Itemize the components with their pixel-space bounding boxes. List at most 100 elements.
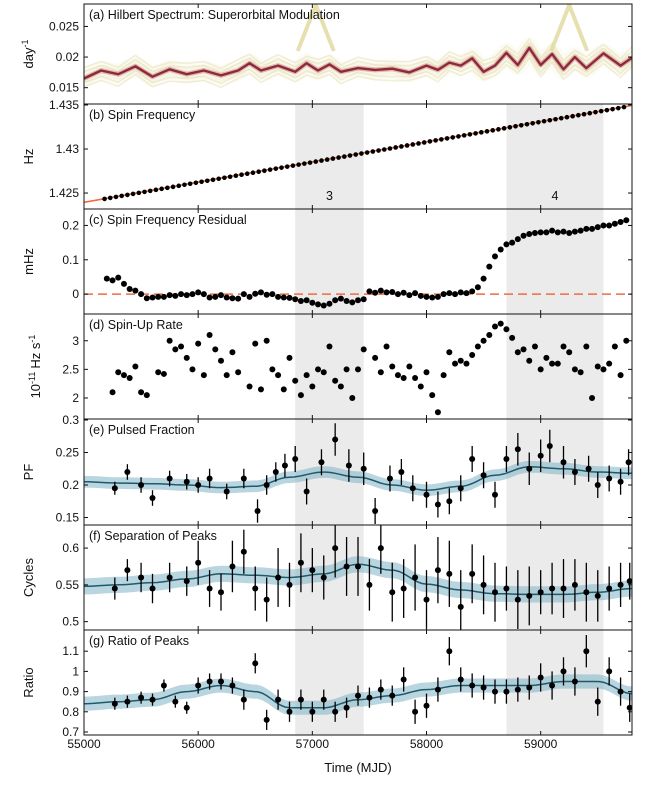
data-point — [206, 475, 213, 482]
spinup-point — [212, 346, 219, 353]
data-point — [617, 581, 624, 588]
spinup-point — [160, 370, 167, 377]
data-point — [355, 692, 361, 699]
data-point — [332, 545, 339, 552]
data-point — [377, 545, 384, 552]
spinup-point — [440, 372, 447, 379]
frequency-point — [404, 143, 410, 148]
panel-e — [84, 423, 632, 524]
frequency-point — [107, 195, 113, 201]
hilbert-ridge — [84, 46, 632, 80]
frequency-point — [473, 131, 478, 136]
spinup-point — [229, 349, 236, 356]
data-point — [320, 574, 327, 581]
spinup-point — [297, 392, 304, 399]
residual-point — [155, 293, 162, 300]
data-point — [240, 696, 247, 703]
data-point — [372, 508, 379, 514]
frequency-point — [165, 185, 170, 191]
residual-point — [189, 291, 196, 298]
frequency-point — [616, 105, 621, 111]
spinup-point — [286, 354, 293, 361]
data-point — [537, 589, 544, 596]
spinup-point — [200, 372, 207, 379]
spinup-point — [195, 340, 202, 347]
residual-point — [492, 253, 498, 260]
frequency-point — [176, 183, 182, 189]
data-point — [263, 716, 270, 723]
residual-point — [315, 301, 322, 308]
data-point — [389, 692, 396, 699]
data-point — [446, 648, 453, 655]
spinup-point — [566, 349, 573, 356]
frequency-point — [479, 130, 484, 135]
residual-point — [143, 295, 150, 302]
residual-point — [275, 293, 282, 300]
frequency-point — [433, 138, 438, 143]
frequency-point — [496, 127, 501, 132]
data-point — [263, 596, 270, 603]
data-point — [377, 686, 384, 693]
data-point — [583, 648, 590, 655]
spinup-point — [600, 366, 607, 373]
data-point — [166, 574, 173, 581]
frequency-point — [370, 149, 376, 154]
data-point — [218, 678, 224, 685]
spinup-point — [583, 343, 590, 350]
spinup-point — [560, 343, 567, 350]
frequency-point — [262, 168, 267, 173]
data-point — [457, 603, 464, 610]
data-point — [594, 592, 601, 599]
y-tick-label-c: 0.2 — [62, 218, 79, 232]
spinup-point — [292, 377, 299, 384]
frequency-point — [593, 109, 598, 115]
spinup-point — [275, 372, 282, 379]
frequency-point — [170, 184, 176, 190]
spinup-point — [115, 369, 122, 376]
residual-point — [349, 299, 356, 306]
y-tick-label-a: 0.015 — [49, 81, 79, 95]
panel-title-a: (a) Hilbert Spectrum: Superorbital Modul… — [89, 8, 340, 22]
y-tick-label-b: 1.43 — [56, 142, 80, 156]
data-point — [229, 682, 236, 689]
y-axis-label-main: Hz — [21, 149, 36, 165]
residual-point — [132, 287, 139, 294]
y-axis-label-exponent: -11 — [27, 372, 37, 384]
y-axis-label-f: Cycles — [21, 558, 36, 598]
chart-text: 3 4 0.015 0.02 0.025 (a) Hilbert Spectrum: Su… — [20, 8, 558, 775]
spinup-point — [617, 372, 624, 379]
frequency-point — [536, 119, 541, 125]
x-tick-label: 56000 — [181, 737, 215, 751]
data-point — [149, 585, 156, 592]
data-point — [626, 578, 632, 585]
data-point — [366, 581, 373, 588]
residual-point — [566, 230, 573, 237]
frequency-point — [284, 164, 290, 169]
data-point — [124, 698, 131, 705]
spinup-point — [549, 360, 556, 367]
data-point — [240, 548, 247, 555]
frequency-point — [439, 137, 444, 142]
data-point — [332, 436, 339, 443]
spinup-point — [326, 343, 333, 350]
residual-point — [486, 263, 493, 270]
data-point — [457, 676, 464, 683]
frequency-point — [467, 132, 473, 137]
spinup-point — [394, 372, 401, 379]
residual-point — [115, 274, 122, 281]
data-point — [138, 482, 145, 488]
data-point — [503, 688, 510, 695]
y-axis-label-main: PF — [21, 464, 36, 481]
spinup-point — [537, 366, 544, 373]
frequency-point — [410, 142, 416, 147]
data-point — [275, 696, 282, 703]
spinup-point — [429, 392, 436, 399]
residual-point — [457, 289, 464, 296]
frequency-point — [484, 129, 490, 134]
spinup-point — [218, 357, 224, 364]
spinup-point — [594, 363, 601, 370]
frequency-point — [142, 189, 147, 195]
spinup-point — [463, 360, 470, 367]
y-tick-label-d: 3 — [72, 334, 79, 348]
frequency-point — [130, 191, 136, 197]
